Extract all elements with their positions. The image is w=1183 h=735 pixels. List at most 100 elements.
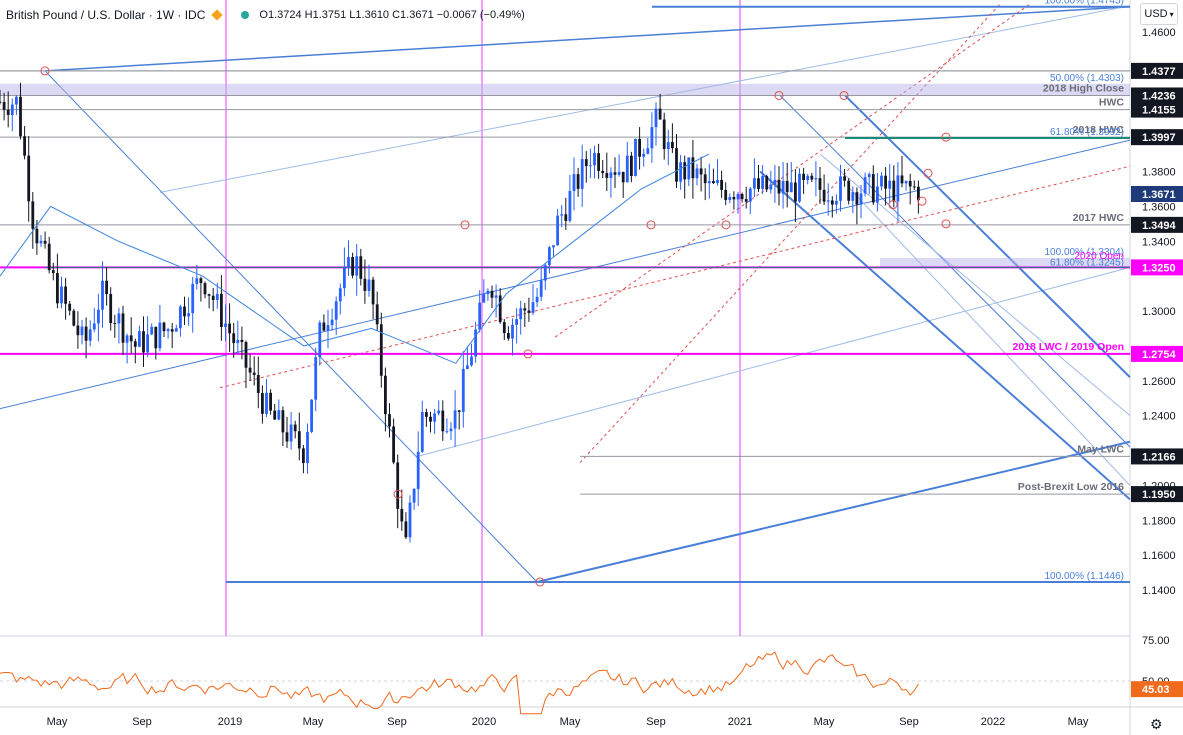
candle-body (613, 172, 617, 175)
candle-body (625, 155, 629, 183)
pivot-marker (917, 196, 927, 206)
candle-body (904, 180, 908, 184)
level-badge-label: 1.4155 (1142, 105, 1176, 117)
candle-body (2, 102, 6, 110)
candle-body (289, 424, 293, 442)
candle-body (277, 410, 281, 420)
candle-body (158, 322, 162, 349)
candle-body (375, 304, 379, 325)
candle-body (392, 426, 395, 463)
candle-body (244, 342, 248, 368)
candle-body (27, 155, 31, 202)
candle-body (666, 142, 670, 150)
candle-body (384, 375, 387, 415)
level-label: 2018 LWC / 2019 Open (1013, 341, 1124, 353)
candle-body (232, 333, 236, 344)
currency-select[interactable]: USD ▾ (1140, 3, 1178, 25)
candle-body (679, 162, 682, 182)
candle-body (830, 200, 834, 205)
symbol-title[interactable]: British Pound / U.S. Dollar · 1W · IDC (6, 8, 206, 22)
y-tick-label: 1.3400 (1142, 236, 1176, 248)
candle-body (806, 175, 810, 180)
candle-body (753, 178, 756, 189)
candle-body (617, 171, 621, 175)
flag-icon[interactable] (211, 9, 224, 21)
candle-body (371, 279, 375, 305)
candle-body (433, 413, 436, 422)
candle-body (675, 148, 678, 182)
level-label: 2017 HWC (1073, 212, 1125, 224)
ohlc-readout: O1.3724 H1.3751 L1.3610 C1.3671 −0.0067 … (259, 9, 525, 21)
candle-body (671, 142, 674, 149)
candle-body (19, 96, 22, 137)
candle-body (560, 214, 564, 216)
candle-body (129, 335, 133, 342)
y-tick-label: 1.2400 (1142, 411, 1176, 423)
candle-body (76, 325, 80, 336)
candle-body (744, 199, 748, 202)
candle-body (876, 186, 879, 203)
resistance-zone (0, 83, 1130, 96)
candle-body (195, 278, 199, 284)
candle-body (703, 174, 707, 184)
candle-body (511, 324, 514, 339)
candle-body (396, 462, 400, 509)
candle-body (482, 294, 486, 303)
candle-body (51, 270, 55, 274)
red-trend-3 (579, 3, 1001, 464)
candle-body (56, 273, 59, 304)
level-badge-label: 1.3494 (1142, 220, 1177, 232)
candle-body (150, 326, 154, 335)
level-badge-label: 1.4236 (1142, 90, 1176, 102)
candle-body (224, 323, 227, 327)
candle-body (630, 155, 633, 177)
candle-body (638, 138, 641, 157)
candle-body (162, 322, 166, 332)
candle-body (236, 339, 240, 344)
candle-body (884, 175, 887, 189)
candle-body (306, 431, 309, 464)
candle-body (781, 181, 785, 194)
candle-body (302, 448, 305, 464)
candle-body (273, 410, 277, 420)
candle-body (601, 170, 605, 174)
candle-body (769, 184, 773, 190)
x-tick-label: May (813, 716, 835, 728)
candle-body (240, 339, 244, 343)
candle-body (851, 192, 855, 201)
pivot-marker (888, 200, 898, 210)
candle-body (404, 521, 408, 538)
candle-body (252, 372, 256, 375)
fib-leg-up (536, 440, 1131, 583)
candle-body (6, 109, 10, 115)
fib-label: 100.00% (1.1446) (1044, 571, 1124, 582)
candle-body (695, 168, 699, 179)
candle-body (859, 193, 863, 205)
candle-body (113, 323, 117, 325)
candle-body (847, 180, 851, 201)
candle-body (109, 294, 113, 324)
candle-body (490, 290, 494, 298)
level-badge (1131, 486, 1183, 503)
candle-body (334, 301, 338, 320)
candle-body (121, 313, 125, 343)
level-badge-label: 1.3997 (1142, 132, 1176, 144)
y-tick-label: 1.3800 (1142, 167, 1176, 179)
candle-body (211, 295, 215, 301)
pivot-marker (460, 220, 470, 230)
candle-body (691, 157, 695, 179)
candle-body (441, 410, 445, 432)
candle-body (281, 410, 285, 433)
pivot-marker (941, 132, 951, 142)
level-badge (1131, 101, 1183, 118)
candle-body (297, 431, 301, 449)
gear-icon[interactable]: ⚙ (1150, 716, 1163, 732)
fib-label: 50.00% (1.4303) (1050, 73, 1124, 84)
candle-body (101, 280, 104, 310)
price-axis[interactable]: 1.4600 1.3800 1.3600 1.3400 1.3000 1.2600 1.24… (1131, 27, 1183, 698)
candle-body (478, 302, 482, 330)
candle-body (265, 392, 268, 414)
candle-body (207, 294, 211, 296)
level-badge (1131, 259, 1183, 276)
